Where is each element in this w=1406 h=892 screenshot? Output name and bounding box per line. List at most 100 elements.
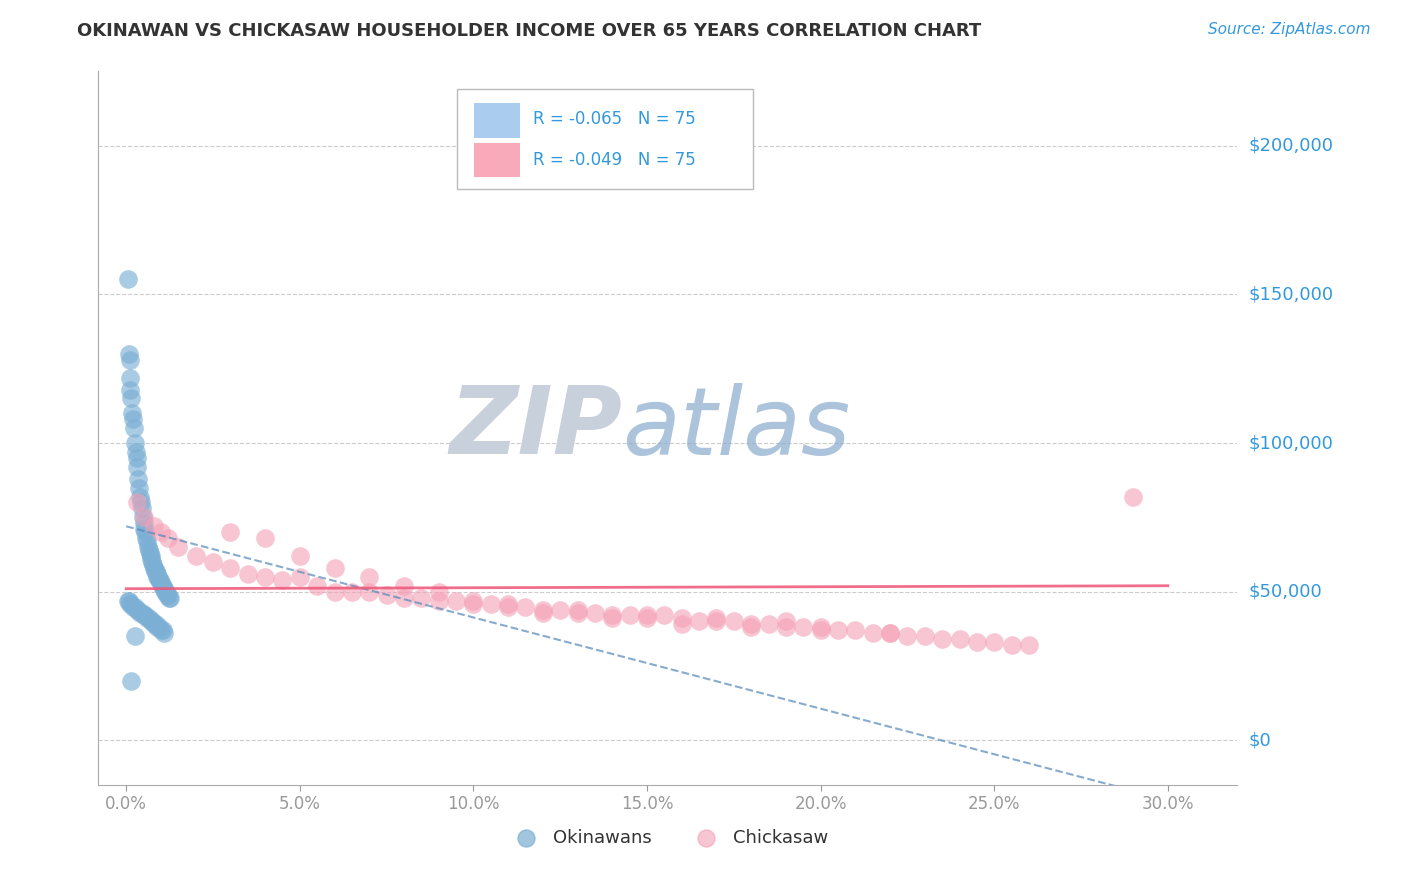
Point	[671, 617, 693, 632]
Point	[118, 352, 141, 367]
Point	[153, 584, 176, 599]
Point	[120, 392, 142, 406]
Point	[427, 584, 450, 599]
Text: Source: ZipAtlas.com: Source: ZipAtlas.com	[1208, 22, 1371, 37]
Point	[600, 611, 623, 625]
Point	[141, 552, 163, 566]
Point	[706, 611, 728, 625]
Point	[792, 620, 814, 634]
Point	[219, 525, 242, 540]
Point	[125, 495, 148, 509]
Point	[1000, 638, 1022, 652]
Point	[152, 582, 174, 596]
Point	[323, 584, 346, 599]
Point	[132, 608, 155, 623]
Point	[118, 597, 141, 611]
Point	[288, 549, 311, 563]
Point	[145, 564, 167, 578]
Point	[124, 629, 146, 643]
FancyBboxPatch shape	[474, 103, 520, 137]
Point	[118, 593, 141, 607]
Point	[340, 584, 363, 599]
Point	[143, 519, 166, 533]
Point	[136, 611, 159, 625]
Point	[120, 383, 142, 397]
Point	[156, 588, 179, 602]
Point	[155, 584, 177, 599]
Point	[254, 531, 277, 545]
Point	[118, 347, 141, 361]
Point	[124, 436, 146, 450]
Point	[117, 272, 139, 286]
Point	[619, 608, 641, 623]
Point	[479, 597, 502, 611]
Text: ZIP: ZIP	[450, 382, 623, 475]
Point	[740, 617, 762, 632]
Point	[120, 673, 142, 688]
Point	[143, 561, 166, 575]
Point	[706, 615, 728, 629]
Point	[567, 606, 589, 620]
Text: R = -0.065   N = 75: R = -0.065 N = 75	[533, 111, 696, 128]
Point	[148, 573, 170, 587]
Point	[136, 534, 159, 549]
Point	[359, 570, 381, 584]
Point	[254, 570, 277, 584]
Point	[375, 588, 398, 602]
Point	[427, 593, 450, 607]
Point	[496, 599, 519, 614]
Point	[125, 602, 148, 616]
Point	[149, 575, 172, 590]
Point	[122, 599, 145, 614]
Point	[157, 591, 180, 605]
Point	[411, 591, 433, 605]
Point	[636, 611, 658, 625]
Point	[775, 620, 797, 634]
Point	[156, 531, 179, 545]
Point	[600, 608, 623, 623]
Point	[444, 593, 467, 607]
Point	[149, 624, 172, 638]
Point	[135, 531, 157, 545]
Point	[654, 608, 676, 623]
Point	[515, 599, 537, 614]
Legend: Okinawans, Chickasaw: Okinawans, Chickasaw	[501, 822, 835, 855]
Point	[125, 445, 148, 459]
Point	[117, 593, 139, 607]
Point	[931, 632, 953, 647]
Point	[531, 606, 554, 620]
Point	[129, 490, 152, 504]
Point	[896, 629, 918, 643]
Point	[132, 516, 155, 531]
Point	[671, 611, 693, 625]
Point	[271, 573, 294, 587]
Point	[145, 566, 167, 581]
Point	[153, 626, 176, 640]
Point	[948, 632, 970, 647]
Point	[124, 599, 146, 614]
Point	[167, 540, 190, 554]
Point	[132, 510, 155, 524]
Point	[121, 406, 143, 420]
Point	[723, 615, 745, 629]
Text: R = -0.049   N = 75: R = -0.049 N = 75	[533, 151, 696, 169]
Point	[323, 561, 346, 575]
FancyBboxPatch shape	[474, 143, 520, 177]
Point	[392, 579, 415, 593]
Point	[131, 501, 153, 516]
Point	[463, 597, 485, 611]
Point	[145, 617, 167, 632]
Point	[141, 615, 163, 629]
Point	[152, 579, 174, 593]
Point	[636, 608, 658, 623]
Point	[307, 579, 329, 593]
Point	[148, 620, 170, 634]
FancyBboxPatch shape	[457, 89, 754, 189]
Point	[153, 582, 176, 596]
Point	[134, 525, 156, 540]
Point	[149, 525, 172, 540]
Point	[827, 624, 849, 638]
Point	[142, 558, 165, 572]
Point	[184, 549, 207, 563]
Point	[143, 617, 166, 632]
